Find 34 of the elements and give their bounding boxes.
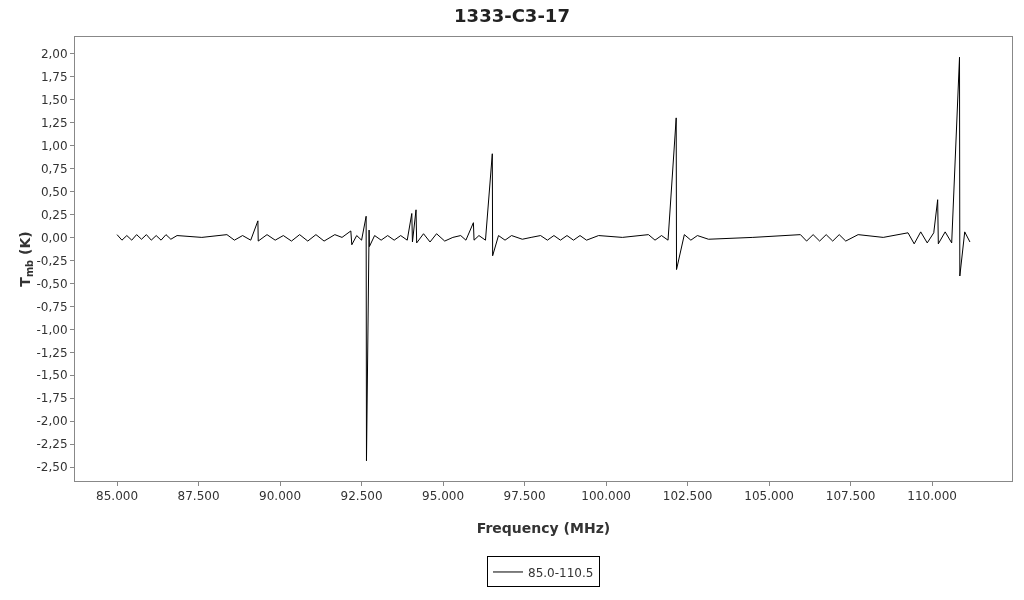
y-tick-label: -0,50 <box>36 276 68 291</box>
y-tick-label: 0,00 <box>40 230 68 245</box>
y-tick-label: 2,00 <box>40 46 68 61</box>
legend-label: 85.0-110.5 <box>528 565 594 580</box>
y-tick-label: 1,00 <box>40 138 68 153</box>
y-tick-label: 0,25 <box>40 207 68 222</box>
x-tick-label: 105.000 <box>744 489 794 504</box>
x-axis-title: Frequency (MHz) <box>476 520 611 536</box>
y-tick-label: -1,00 <box>36 322 68 337</box>
y-tick-label: 1,50 <box>40 92 68 107</box>
x-tick-label: 97.500 <box>503 489 546 504</box>
y-tick-label: -0,75 <box>36 299 68 314</box>
y-tick-label: 1,75 <box>40 69 68 84</box>
y-tick-label: 0,75 <box>40 161 68 176</box>
y-tick-label: -1,50 <box>36 368 68 383</box>
y-tick-label: -1,75 <box>36 391 68 406</box>
x-tick-label: 85.000 <box>96 489 139 504</box>
x-tick-label: 107.500 <box>825 489 876 504</box>
y-tick-label: -2,50 <box>36 460 68 475</box>
y-tick-label: -1,25 <box>36 345 68 360</box>
x-tick-label: 87.500 <box>177 489 220 504</box>
y-tick-label: -2,00 <box>36 414 68 429</box>
y-tick-label: -0,25 <box>36 253 68 268</box>
x-tick-label: 110.000 <box>907 489 957 504</box>
x-tick-label: 92.500 <box>340 489 383 504</box>
x-tick-label: 100.000 <box>581 489 631 504</box>
chart-title: 1333-C3-17 <box>454 4 570 26</box>
x-tick-label: 102.500 <box>662 489 713 504</box>
y-tick-label: 0,50 <box>40 184 68 199</box>
y-tick-label: 1,25 <box>40 115 68 130</box>
x-tick-label: 90.000 <box>259 489 302 504</box>
line-series <box>116 56 971 462</box>
x-tick-label: 95.000 <box>422 489 465 504</box>
y-tick-label: -2,25 <box>36 437 68 452</box>
